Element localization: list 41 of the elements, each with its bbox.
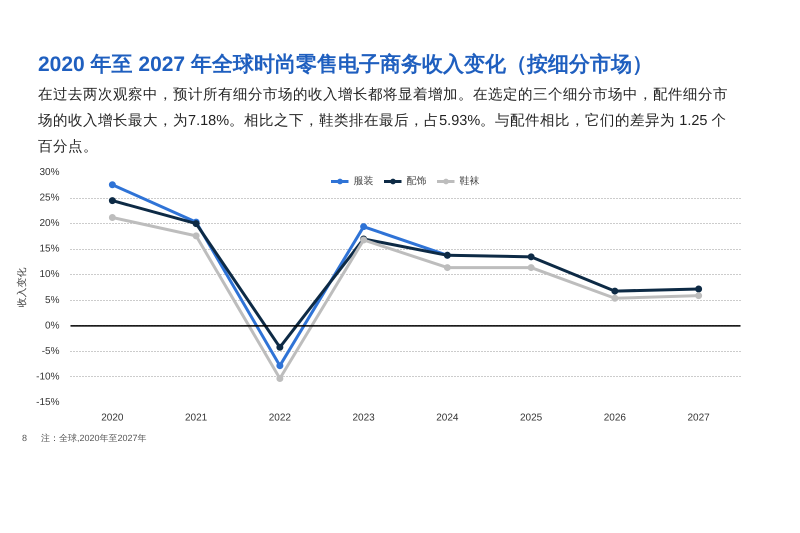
y-tick-label: 30%: [39, 167, 60, 178]
point: [611, 294, 618, 302]
point: [528, 253, 535, 260]
point: [444, 264, 451, 272]
y-tick-label: 0%: [45, 320, 60, 332]
y-axis-title: 收入变化: [16, 268, 28, 308]
y-tick-label: 20%: [39, 218, 60, 230]
point: [528, 264, 535, 272]
y-tick-label: -15%: [36, 397, 60, 408]
x-tick-label: 2022: [268, 412, 292, 424]
y-tick-label: 25%: [39, 192, 60, 204]
point: [360, 223, 368, 230]
point: [276, 344, 284, 351]
point: [276, 374, 284, 382]
point: [108, 214, 116, 221]
x-tick-label: 2026: [604, 412, 626, 424]
chart-title: 2020 年至 2027 年全球时尚零售电子商务收入变化（按细分市场）: [38, 52, 653, 78]
point: [611, 288, 618, 295]
y-tick-label: 15%: [39, 244, 60, 255]
point: [695, 286, 702, 293]
legend-label: 服装: [354, 174, 374, 188]
legend-label: 配饰: [406, 175, 426, 188]
text: 注：全球,2020年至2027年: [41, 432, 147, 445]
point: [695, 292, 702, 300]
point: [108, 181, 116, 188]
chart-subtitle: 在过去两次观察中，预计所有细分市场的收入增长都将显着增加。在选定的三个细分市场中，配件细分市场的收入增长最大，为7.18%。相比之下，鞋类排在最后，占5.93%。与配件相比，它们的差异为 1.25 个百分点。: [38, 86, 728, 157]
y-tick-label: 5%: [45, 294, 60, 306]
text: 8: [22, 432, 28, 445]
y-tick-label: -10%: [36, 371, 60, 382]
x-tick-label: 2020: [101, 412, 124, 424]
x-tick-label: 2021: [185, 412, 208, 424]
y-tick-label: 10%: [39, 269, 60, 280]
x-tick-label: 2024: [436, 412, 459, 424]
legend-label: 鞋袜: [460, 174, 480, 188]
point: [192, 232, 200, 240]
point: [108, 197, 116, 204]
x-tick-label: 2023: [352, 412, 376, 424]
x-tick-label: 2025: [520, 412, 543, 424]
x-tick-label: 2027: [688, 412, 710, 424]
point: [276, 362, 284, 370]
y-tick-label: -5%: [42, 346, 60, 357]
